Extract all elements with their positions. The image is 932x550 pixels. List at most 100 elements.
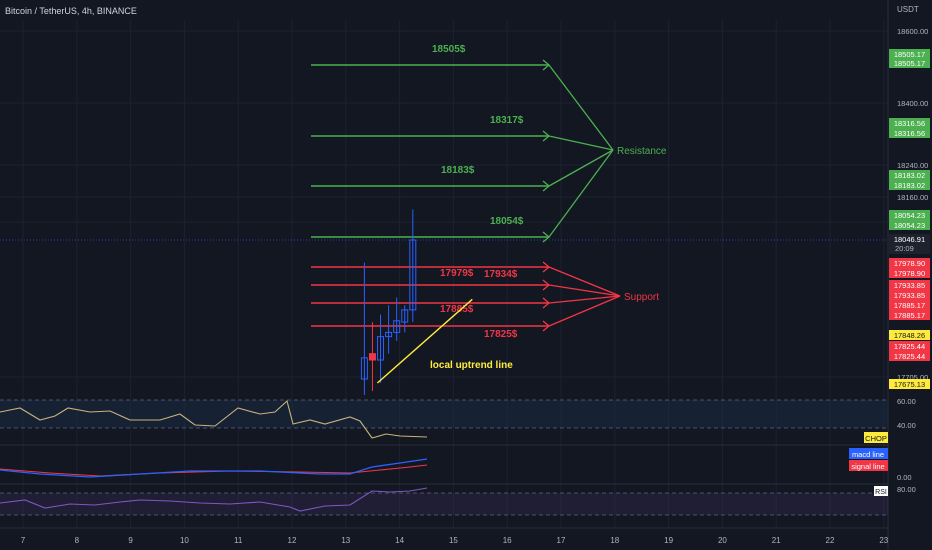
price-badge-bg xyxy=(889,351,930,361)
chop-axis-label: 40.00 xyxy=(897,421,916,430)
price-badge: 18046.91 xyxy=(894,235,925,244)
resistance-pointer xyxy=(548,149,614,238)
trend-label: local uptrend line xyxy=(430,360,513,371)
price-badge: 18316.56 xyxy=(894,119,925,128)
price-badge-bg xyxy=(889,180,930,190)
price-countdown: 20:09 xyxy=(895,244,914,253)
candle-body xyxy=(377,336,385,361)
price-badge: 17848.26 xyxy=(894,331,925,340)
price-badge: 17825.44 xyxy=(894,352,925,361)
rsi-badge xyxy=(874,486,888,496)
support-label: 17885$ xyxy=(440,304,474,315)
price-levels: 18505$ 18317$ 18183$ 18054$ 17979$ 17934$ 1788… xyxy=(311,44,551,340)
chart-title: Bitcoin / TetherUS, 4h, BINANCE xyxy=(5,6,137,16)
y-tick-label: 18160.00 xyxy=(897,193,928,202)
price-axis: 18600.0018400.0018240.0018160.0018080.00… xyxy=(897,27,928,382)
price-badge-bg xyxy=(889,58,930,68)
price-badge: 18505.17 xyxy=(894,59,925,68)
support-label: 17825$ xyxy=(484,329,518,340)
price-badge: 17978.90 xyxy=(894,259,925,268)
rsi-band xyxy=(0,493,888,515)
x-tick-label: 9 xyxy=(128,536,133,545)
indicators: 60.00 40.00 CHOP macd line signal line 0.00 RS… xyxy=(0,397,916,516)
price-badge-bg xyxy=(889,234,930,254)
candles xyxy=(360,209,417,395)
rsi-label: RSI xyxy=(875,489,887,496)
price-badge-bg xyxy=(889,379,930,389)
chop-label: CHOP xyxy=(865,434,887,443)
price-badge: 17675.13 xyxy=(894,380,925,389)
chop-badge xyxy=(864,432,888,443)
rsi-line xyxy=(0,487,428,512)
x-tick-label: 13 xyxy=(341,536,350,545)
price-badge: 18054.23 xyxy=(894,221,925,230)
x-tick-label: 22 xyxy=(826,536,835,545)
candle-body xyxy=(360,357,368,380)
price-badge: 17933.85 xyxy=(894,291,925,300)
price-badge: 17933.85 xyxy=(894,281,925,290)
x-tick-label: 18 xyxy=(610,536,619,545)
x-tick-label: 19 xyxy=(664,536,673,545)
chop-band xyxy=(0,400,888,428)
price-badge: 18316.56 xyxy=(894,129,925,138)
macd-label: macd line xyxy=(852,450,884,459)
y-tick-label: 18600.00 xyxy=(897,27,928,36)
x-tick-label: 11 xyxy=(234,536,243,545)
resistance-title: Resistance xyxy=(617,146,667,157)
chop-line xyxy=(0,399,428,439)
annotations: Resistance Support local uptrend line xyxy=(376,64,667,384)
x-tick-label: 16 xyxy=(503,536,512,545)
candle-body xyxy=(409,239,417,311)
x-tick-label: 15 xyxy=(449,536,458,545)
x-tick-label: 14 xyxy=(395,536,404,545)
resistance-pointer xyxy=(548,149,614,187)
price-badge-bg xyxy=(889,268,930,278)
price-badge-bg xyxy=(889,170,930,180)
time-axis: 7 8 9 10 11 12 13 14 15 16 17 18 19 20 21 22 23 xyxy=(21,536,889,545)
x-tick-label: 20 xyxy=(718,536,727,545)
y-tick-label: 18400.00 xyxy=(897,99,928,108)
price-badge-bg xyxy=(889,341,930,351)
price-badge-bg xyxy=(889,310,930,320)
resistance-pointer xyxy=(548,64,614,151)
support-pointer xyxy=(548,284,621,297)
x-tick-label: 17 xyxy=(557,536,566,545)
candle-body xyxy=(368,353,376,361)
resistance-pointer xyxy=(548,135,614,151)
resistance-label: 18054$ xyxy=(490,216,524,227)
rsi-axis-label: 80.00 xyxy=(897,485,916,494)
price-badge-bg xyxy=(889,258,930,268)
x-tick-label: 23 xyxy=(879,536,888,545)
trend-line xyxy=(376,298,473,384)
price-badge-bg xyxy=(889,220,930,230)
resistance-label: 18505$ xyxy=(432,44,466,55)
support-title: Support xyxy=(624,292,659,303)
y-tick-label: 17705.00 xyxy=(897,373,928,382)
price-badge: 18054.23 xyxy=(894,211,925,220)
resistance-label: 18183$ xyxy=(441,165,475,176)
price-badge-bg xyxy=(889,290,930,300)
macd-line xyxy=(0,458,428,478)
candle-body xyxy=(385,331,393,338)
candle-body xyxy=(393,320,401,333)
x-tick-label: 21 xyxy=(772,536,781,545)
price-badge: 17885.17 xyxy=(894,311,925,320)
support-pointer xyxy=(548,295,621,304)
price-badge-bg xyxy=(889,210,930,220)
price-badge-bg xyxy=(889,280,930,290)
signal-label: signal line xyxy=(851,462,884,471)
price-badge: 18183.02 xyxy=(894,181,925,190)
currency-label: USDT xyxy=(897,5,919,14)
x-tick-label: 7 xyxy=(21,536,26,545)
y-tick-label: 18240.00 xyxy=(897,161,928,170)
price-badge: 17885.17 xyxy=(894,301,925,310)
price-badge: 18505.17 xyxy=(894,50,925,59)
resistance-label: 18317$ xyxy=(490,115,524,126)
signal-badge xyxy=(849,460,888,471)
support-pointer xyxy=(548,266,621,297)
price-badge-bg xyxy=(889,118,930,128)
support-label: 17979$ xyxy=(440,268,474,279)
chop-axis-label: 60.00 xyxy=(897,397,916,406)
